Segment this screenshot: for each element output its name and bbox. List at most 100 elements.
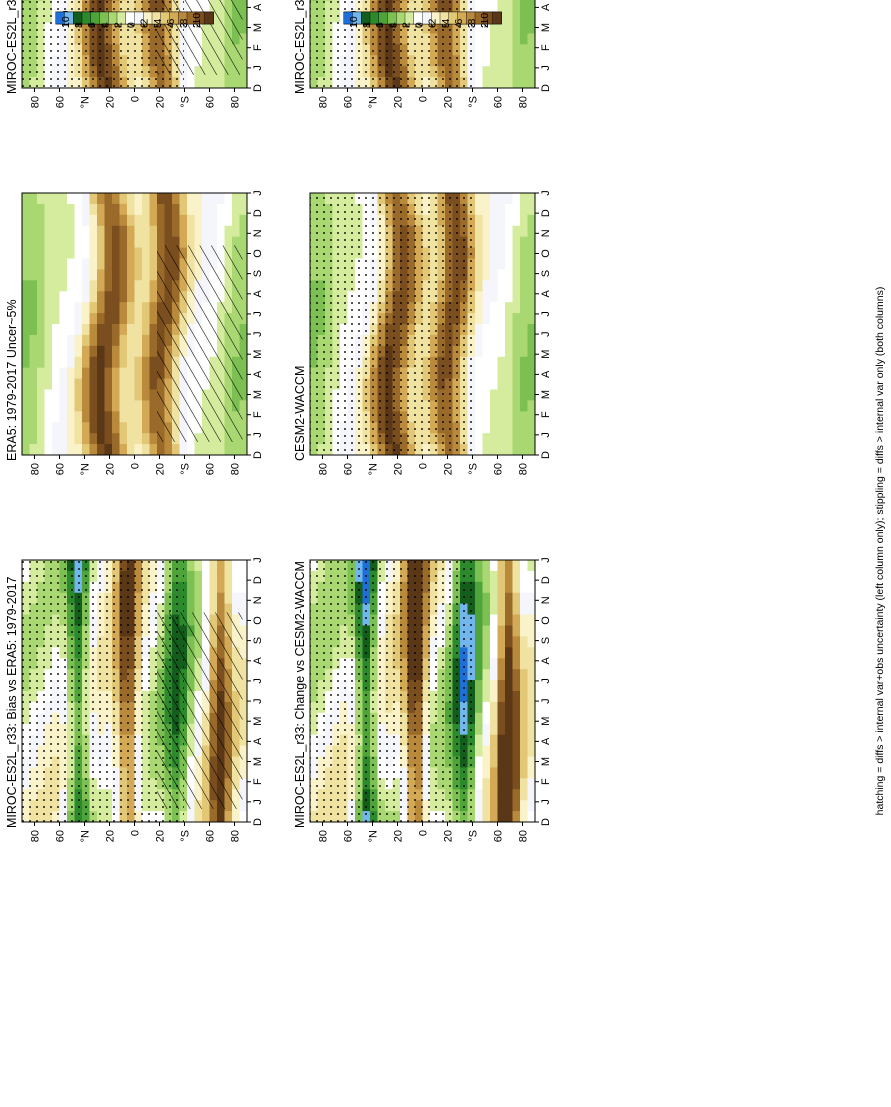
heatmap-cell bbox=[475, 389, 483, 401]
heatmap-cell bbox=[74, 203, 83, 216]
heatmap-cell bbox=[164, 444, 173, 456]
heatmap-cell bbox=[482, 581, 491, 594]
x-tick-label: S bbox=[540, 270, 552, 277]
heatmap-cell bbox=[497, 691, 506, 703]
heatmap-cell bbox=[482, 302, 491, 314]
heatmap-cell bbox=[127, 225, 135, 238]
x-tick-label: F bbox=[540, 44, 552, 51]
colorbar-label: -2 bbox=[139, 19, 151, 28]
heatmap-cell bbox=[232, 225, 240, 238]
heatmap-cell bbox=[89, 313, 98, 325]
heatmap-cell bbox=[512, 811, 521, 823]
heatmap-cell bbox=[527, 55, 536, 67]
heatmap-cell bbox=[482, 378, 491, 390]
heatmap-cell bbox=[527, 581, 536, 594]
heatmap-cell bbox=[475, 55, 483, 67]
heatmap-cell bbox=[104, 258, 113, 270]
heatmap-cell bbox=[52, 367, 60, 379]
heatmap-cell bbox=[187, 444, 195, 456]
heatmap-cell bbox=[112, 324, 120, 336]
heatmap-cell bbox=[119, 324, 128, 336]
heatmap-cell bbox=[134, 214, 143, 227]
heatmap-cell bbox=[127, 193, 135, 205]
heatmap-cell bbox=[89, 422, 98, 434]
heatmap-cell bbox=[239, 625, 248, 637]
heatmap-cell bbox=[127, 378, 135, 390]
x-tick-label: A bbox=[540, 3, 552, 11]
heatmap-cell bbox=[490, 712, 498, 725]
y-tick-label: 0 bbox=[418, 830, 430, 836]
heatmap-cell bbox=[104, 247, 113, 259]
heatmap-cell bbox=[490, 324, 498, 336]
heatmap-cell bbox=[512, 756, 521, 768]
heatmap-cell bbox=[217, 592, 225, 605]
heatmap-cell bbox=[224, 570, 233, 583]
heatmap-cell bbox=[52, 280, 60, 292]
x-tick-label: M bbox=[252, 757, 264, 766]
x-tick-label: A bbox=[540, 289, 552, 297]
x-tick-label: D bbox=[252, 84, 264, 92]
heatmap-cell bbox=[59, 433, 68, 445]
heatmap-cell bbox=[527, 33, 536, 45]
heatmap-cell bbox=[142, 280, 150, 292]
heatmap-cell bbox=[527, 658, 536, 670]
heatmap-cell bbox=[490, 756, 498, 768]
heatmap-cell bbox=[497, 712, 506, 725]
heatmap-cell bbox=[239, 691, 248, 703]
heatmap-cell bbox=[520, 236, 528, 248]
heatmap-cell bbox=[202, 811, 210, 823]
heatmap-cell bbox=[82, 247, 90, 259]
heatmap-cell bbox=[187, 570, 195, 583]
x-tick-label: J bbox=[252, 678, 264, 684]
heatmap-cell bbox=[512, 625, 521, 637]
heatmap-cell bbox=[172, 193, 180, 205]
heatmap-cell bbox=[82, 334, 90, 347]
heatmap-cell bbox=[37, 214, 45, 227]
heatmap-cell bbox=[119, 269, 128, 281]
heatmap-cell bbox=[179, 193, 188, 205]
heatmap-cell bbox=[527, 345, 536, 358]
heatmap-cell bbox=[475, 712, 483, 725]
heatmap-cell bbox=[475, 77, 483, 89]
heatmap-cell bbox=[527, 444, 536, 456]
colorbar-label: -10 bbox=[191, 13, 203, 28]
heatmap-cell bbox=[97, 203, 105, 216]
heatmap-cell bbox=[490, 55, 498, 67]
heatmap-cell bbox=[490, 444, 498, 456]
heatmap-cell bbox=[104, 389, 113, 401]
heatmap-cell bbox=[505, 356, 513, 369]
heatmap-cell bbox=[37, 247, 45, 259]
heatmap-cell bbox=[134, 378, 143, 390]
heatmap-cell bbox=[37, 291, 45, 303]
heatmap-cell bbox=[239, 378, 248, 390]
heatmap-cell bbox=[112, 356, 120, 369]
heatmap-cell bbox=[497, 581, 506, 594]
heatmap-cell bbox=[239, 0, 248, 2]
heatmap-cell bbox=[497, 811, 506, 823]
heatmap-cell bbox=[239, 302, 248, 314]
heatmap-cell bbox=[505, 570, 513, 583]
heatmap-cell bbox=[104, 193, 113, 205]
heatmap-cell bbox=[475, 324, 483, 336]
colorbar-label: 2 bbox=[112, 22, 124, 28]
heatmap-cell bbox=[505, 334, 513, 347]
heatmap-cell bbox=[89, 433, 98, 445]
x-tick-label: A bbox=[252, 289, 264, 297]
y-tick-label: 20 bbox=[393, 463, 405, 475]
heatmap-cell bbox=[134, 324, 143, 336]
heatmap-cell bbox=[497, 66, 506, 78]
heatmap-cell bbox=[520, 44, 528, 56]
heatmap-cell bbox=[482, 236, 491, 248]
heatmap-cell bbox=[527, 712, 536, 725]
heatmap-cell bbox=[82, 356, 90, 369]
heatmap-cell bbox=[520, 291, 528, 303]
heatmap-cell bbox=[497, 625, 506, 637]
heatmap-cell bbox=[475, 400, 483, 412]
heatmap-cell bbox=[44, 193, 53, 205]
heatmap-cell bbox=[224, 214, 233, 227]
colorbar-label: 6 bbox=[86, 22, 98, 28]
heatmap-cell bbox=[497, 55, 506, 67]
heatmap-cell bbox=[490, 767, 498, 779]
heatmap-cell bbox=[232, 570, 240, 583]
heatmap-cell bbox=[52, 225, 60, 238]
